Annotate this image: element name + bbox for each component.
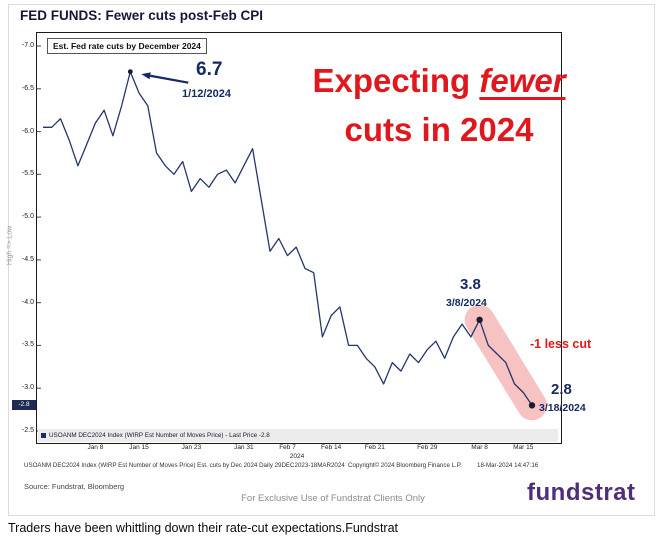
- plot-svg: [37, 45, 547, 432]
- peak-date-annotation: 1/12/2024: [182, 88, 231, 100]
- headline-emphasis-text: fewer: [479, 62, 566, 99]
- chart-plot-area: [36, 32, 562, 444]
- chart-footer-timestamp: 18-Mar-2024 14:47:16: [477, 462, 539, 469]
- chart-inner-title: Est. Fed rate cuts by December 2024: [47, 38, 207, 54]
- source-credit: Source: Fundstrat, Bloomberg: [24, 482, 125, 491]
- article-caption: Traders have been whittling down their r…: [8, 521, 399, 535]
- fundstrat-logo: fundstrat: [527, 479, 636, 506]
- mar8-date-annotation: 3/8/2024: [446, 297, 487, 309]
- headline-pre-text: Expecting: [312, 62, 480, 99]
- final-value-annotation: 2.8: [551, 381, 572, 398]
- less-cut-annotation: -1 less cut: [530, 337, 592, 351]
- peak-value-annotation: 6.7: [196, 59, 223, 80]
- chart-legend: USOANM DEC2024 Index (WIRP Est Number of…: [38, 429, 558, 442]
- final-date-annotation: 3/18/2024: [539, 402, 586, 414]
- y-axis-title: High => Low: [6, 225, 14, 266]
- legend-series-swatch: [41, 433, 46, 438]
- mar8-value-annotation: 3.8: [460, 276, 481, 293]
- headline-line2: cuts in 2024: [344, 111, 534, 148]
- exclusive-use-note: For Exclusive Use of Fundstrat Clients O…: [241, 493, 425, 504]
- chart-footer-series-info: USOANM DEC2024 Index (WIRP Est Number of…: [24, 462, 345, 469]
- x-axis-year-label: 2024: [289, 453, 305, 460]
- figure-title: FED FUNDS: Fewer cuts post-Feb CPI: [20, 8, 264, 23]
- legend-series-label: USOANM DEC2024 Index (WIRP Est Number of…: [49, 432, 270, 439]
- headline-annotation: Expecting fewer cuts in 2024: [296, 56, 582, 154]
- last-price-badge: -2.8: [12, 400, 36, 410]
- chart-footer-copyright: Copyright© 2024 Bloomberg Finance L.P.: [348, 462, 462, 469]
- headline-line1: Expecting fewer: [296, 56, 582, 105]
